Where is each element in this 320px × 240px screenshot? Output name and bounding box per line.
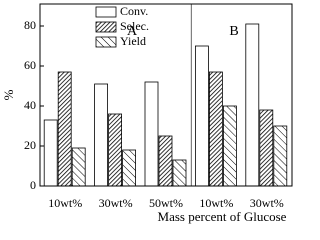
bar (144, 81, 159, 187)
bar (94, 83, 108, 187)
y-tick-label: 40 (24, 98, 36, 112)
bar (245, 23, 260, 187)
legend-label: Yield (120, 34, 146, 48)
legend-label: Selec. (120, 19, 149, 33)
legend-swatch (95, 21, 117, 33)
x-tick-label: 10wt% (199, 196, 233, 210)
x-tick-label: 30wt% (99, 196, 133, 210)
legend-swatch (95, 6, 117, 18)
y-tick-label: 20 (24, 138, 36, 152)
bar (259, 109, 274, 187)
panel-label: A (127, 24, 138, 39)
x-axis-title: Mass percent of Glucose (158, 209, 287, 224)
bar (158, 135, 173, 187)
bar (71, 147, 86, 187)
bar (208, 71, 223, 187)
y-tick-label: 0 (30, 178, 36, 192)
legend-swatch (95, 36, 117, 48)
x-tick-label: 10wt% (48, 196, 82, 210)
bar (43, 119, 58, 187)
y-tick-label: 80 (24, 18, 36, 32)
chart: Mass percent of Glucose % 0 20 40 60 80 10wt%… (1, 3, 293, 224)
bar (222, 105, 237, 187)
bar (172, 159, 187, 187)
bar (194, 45, 209, 187)
bar (57, 71, 72, 187)
bar (108, 113, 122, 187)
panel-label: B (229, 24, 238, 39)
x-tick-label: 50wt% (149, 196, 183, 210)
legend-label: Conv. (120, 4, 148, 18)
y-tick-label: 60 (24, 58, 36, 72)
bar (122, 149, 136, 187)
plot-frame (39, 3, 293, 187)
y-axis-title: % (1, 89, 16, 100)
bar (273, 125, 288, 187)
x-tick-label: 30wt% (250, 196, 284, 210)
